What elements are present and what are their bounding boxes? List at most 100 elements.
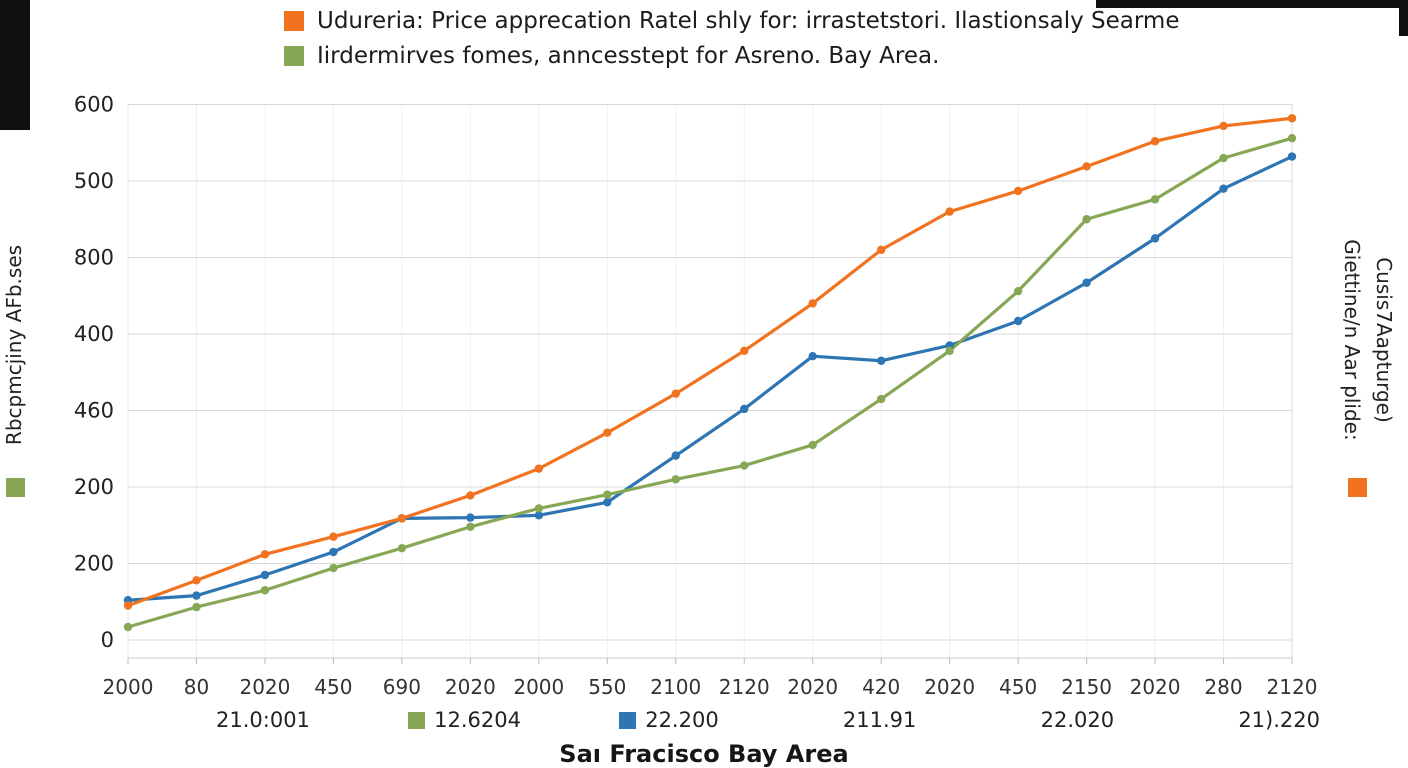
data-point-marker [123,601,133,610]
y-tick-label: 460 [74,399,114,423]
data-point-marker [534,504,544,513]
x-tick-label: 2020 [787,675,838,699]
legend-item-orange: Udureria: Price apprecation Ratel shly f… [284,8,1179,34]
data-point-marker [466,491,475,500]
data-point-marker [740,404,749,414]
data-point-marker [192,602,201,612]
data-point-marker [260,586,270,595]
data-point-marker [123,622,133,632]
sub-label-text: 22.020 [1040,708,1115,732]
x-tick-label: 450 [999,675,1037,699]
right-axis-title-line2: Cusis7Aapturge) [1372,257,1396,423]
data-point-marker [671,451,680,460]
data-point-marker [876,356,886,365]
data-point-marker [466,513,475,522]
legend-label: Udureria: Price apprecation Ratel shly f… [317,8,1180,34]
data-point-marker [1219,153,1228,163]
y-axis-title: Rbcpmcjiny AFb.ses [2,244,26,446]
data-point-marker [192,576,201,585]
data-point-marker [329,563,338,573]
y-tick-label: 600 [74,93,114,117]
data-point-marker [603,428,612,437]
data-point-marker [1082,215,1091,224]
data-point-marker [945,207,954,216]
data-point-marker [260,570,270,580]
data-point-marker [1219,184,1228,193]
data-point-marker [603,498,612,507]
black-bar-top-right [1096,0,1408,8]
data-point-marker [1150,195,1160,204]
right-axis-swatch [1348,478,1367,497]
data-point-marker [1013,286,1023,296]
data-point-marker [1287,133,1297,143]
x-tick-label: 280 [1204,675,1242,699]
x-tick-label: 2020 [1130,675,1181,699]
y-tick-label: 500 [74,169,114,193]
sub-label: 21).220 [1212,708,1320,732]
legend-item-green: Iirdermirves fomes, anncesstept for Asre… [284,43,1179,69]
right-axis-title-line1: Giettine/n Aar plide: [1340,239,1364,441]
series-line [126,136,1294,629]
data-point-marker [876,394,886,404]
data-point-marker [1082,162,1091,171]
sub-label-text: 211.91 [842,708,917,732]
left-axis-swatch [6,478,25,497]
sub-label-swatch-blue [619,711,637,729]
data-point-marker [534,511,544,520]
data-point-marker [1150,234,1160,243]
data-point-marker [808,299,817,308]
x-tick-label: 2150 [1061,675,1112,699]
data-point-marker [329,547,338,557]
x-tick-label: 2120 [1267,675,1318,699]
sub-label-text: 22.200 [645,708,719,732]
data-point-marker [1287,152,1297,161]
data-point-marker [945,346,954,356]
chart-legend: Udureria: Price apprecation Ratel shly f… [284,8,1179,78]
data-point-marker [260,550,270,559]
sub-label: 22.200 [619,708,719,732]
data-point-marker [397,514,407,523]
data-point-marker [1287,114,1297,123]
x-tick-label: 2000 [103,675,154,699]
sub-label: 22.020 [1015,708,1114,732]
data-point-marker [740,346,749,356]
x-tick-label: 2100 [650,675,701,699]
x-tick-label: 420 [862,675,900,699]
sub-label-swatch-green [408,711,426,729]
x-tick-label: 2000 [513,675,564,699]
sub-label-text: 12.6204 [434,708,521,732]
data-point-marker [808,440,817,450]
data-point-marker [808,351,817,361]
black-bar-top-left [0,0,30,130]
y-tick-label: 200 [74,475,114,499]
sub-label: 21.0:001 [190,708,310,732]
series-line [126,154,1294,602]
x-tick-label: 450 [314,675,352,699]
x-tick-label: 2020 [239,675,290,699]
data-point-marker [1219,121,1228,131]
sub-label-text: 21).220 [1238,708,1320,732]
x-tick-label: 690 [383,675,421,699]
sub-label: 12.6204 [408,708,521,732]
data-point-marker [329,532,338,541]
data-point-marker [740,461,749,470]
data-point-marker [192,591,201,600]
y-tick-label: 400 [74,322,114,346]
data-point-marker [671,389,680,398]
y-tick-label: 0 [101,628,114,652]
data-point-marker [671,475,680,484]
x-tick-label: 550 [588,675,626,699]
data-point-marker [1013,186,1023,196]
legend-swatch-green [284,46,304,66]
data-point-marker [603,490,612,499]
series-line [126,116,1294,608]
sub-label-text: 21.0:001 [216,708,310,732]
x-tick-label: 2120 [719,675,770,699]
y-tick-label: 800 [74,246,114,270]
x-axis-title: Saı Fracisco Bay Area [559,740,849,768]
data-point-marker [466,522,475,531]
sub-label: 211.91 [817,708,916,732]
x-tick-label: 2020 [924,675,975,699]
